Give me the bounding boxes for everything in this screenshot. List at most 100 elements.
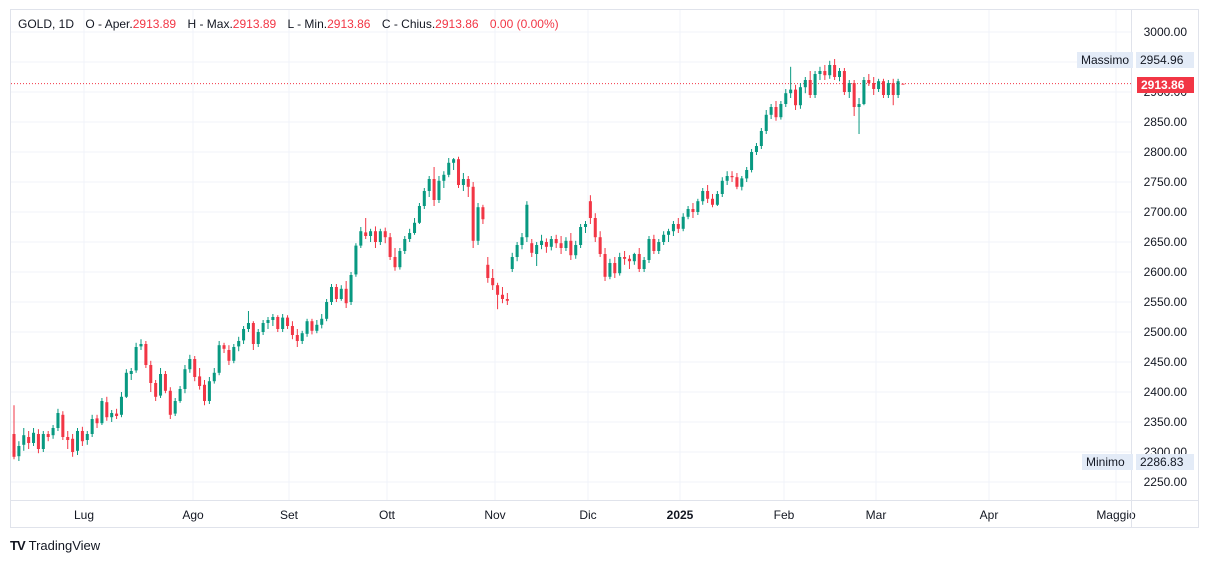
y-tick-label: 2700.00 (1144, 205, 1188, 219)
candle-body (27, 437, 31, 443)
legend-close-value: 2913.86 (435, 17, 479, 31)
candle-body (393, 257, 397, 268)
y-tick-label: 2500.00 (1144, 325, 1188, 339)
candle-body (784, 93, 788, 104)
candle-body (36, 434, 40, 449)
candle-body (535, 245, 539, 254)
candle-body (642, 260, 646, 269)
candle-body (627, 258, 631, 262)
candle-body (632, 254, 636, 262)
candle-body (867, 80, 871, 83)
legend-symbol[interactable]: GOLD, 1D (18, 17, 75, 31)
candle-body (217, 345, 221, 373)
candle-body (828, 65, 832, 76)
candle-body (159, 374, 163, 396)
candle-body (188, 359, 192, 370)
legend-open-label: O - Aper. (85, 17, 133, 31)
candle-body (75, 431, 80, 451)
candle-body (496, 285, 500, 295)
candle-body (461, 179, 465, 185)
candle-body (886, 83, 890, 95)
chart-frame[interactable] (10, 9, 1199, 528)
candle-body (764, 114, 768, 131)
candle-body (222, 345, 226, 349)
candle-body (837, 71, 842, 77)
candle-body (266, 320, 270, 323)
x-tick-label: Maggio (1096, 508, 1136, 522)
legend-change: 0.00 (0.00%) (489, 17, 559, 31)
candle-body (823, 71, 827, 76)
candle-body (456, 159, 461, 185)
candle-body (12, 434, 16, 457)
candle-body (452, 159, 456, 163)
candle-body (515, 245, 519, 257)
candle-body (329, 287, 334, 302)
candle-body (46, 434, 50, 437)
candle-body (183, 369, 187, 389)
y-tick-label: 3000.00 (1144, 25, 1188, 39)
candle-body (61, 414, 65, 437)
candle-body (872, 83, 876, 89)
candle-body (715, 194, 719, 205)
candle-body (608, 263, 612, 277)
candle-body (246, 323, 250, 329)
candle-body (373, 231, 377, 242)
candle-body (789, 89, 793, 94)
candle-body (178, 389, 182, 401)
candle-body (554, 239, 558, 244)
candle-body (613, 263, 617, 274)
candle-body (154, 383, 158, 397)
candle-body (110, 413, 114, 418)
x-tick-label: 2025 (667, 508, 694, 522)
candle-body (476, 207, 480, 241)
candle-body (852, 83, 856, 107)
candle-body (144, 344, 148, 365)
candle-body (115, 413, 119, 416)
candle-body (510, 257, 514, 269)
candle-body (85, 434, 89, 440)
candle-body (603, 254, 607, 277)
candle-body (735, 177, 739, 187)
candle-body (163, 374, 167, 391)
candle-body (51, 428, 55, 436)
candle-body (813, 74, 817, 95)
candle-body (315, 324, 319, 331)
candle-body (378, 231, 382, 242)
candle-body (540, 240, 544, 245)
candle-body (564, 240, 568, 248)
y-tick-label: 2600.00 (1144, 265, 1188, 279)
candle-body (803, 80, 807, 88)
candle-body (862, 80, 866, 104)
candle-body (774, 107, 778, 118)
candle-body (759, 131, 763, 146)
candle-body (432, 179, 436, 200)
candle-body (256, 332, 260, 344)
x-tick-label: Ago (182, 508, 204, 522)
candle-body (286, 317, 290, 326)
tradingview-branding[interactable]: TV TradingView (10, 538, 100, 553)
candle-body (779, 104, 783, 118)
y-tick-label: 2350.00 (1144, 415, 1188, 429)
candle-body (598, 237, 602, 254)
candle-body (701, 191, 705, 202)
candle-body (544, 242, 548, 247)
candle-body (505, 299, 509, 301)
x-tick-label: Nov (484, 508, 505, 522)
candle-body (198, 376, 202, 386)
candle-body (129, 371, 133, 374)
candle-body (305, 321, 309, 334)
candle-body (320, 318, 324, 325)
candle-body (149, 365, 153, 383)
candle-body (105, 402, 109, 418)
candle-body (41, 434, 45, 449)
candle-body (798, 87, 802, 106)
candle-body (242, 329, 246, 341)
legend-high-value: 2913.89 (232, 17, 277, 31)
ohlc-legend: GOLD, 1D O - Aper.2913.89 H - Max.2913.8… (18, 17, 559, 31)
candle-body (349, 275, 353, 302)
candle-body (710, 198, 715, 205)
candle-body (750, 152, 754, 170)
legend-open-value: 2913.89 (132, 17, 177, 31)
candle-body (232, 347, 236, 361)
